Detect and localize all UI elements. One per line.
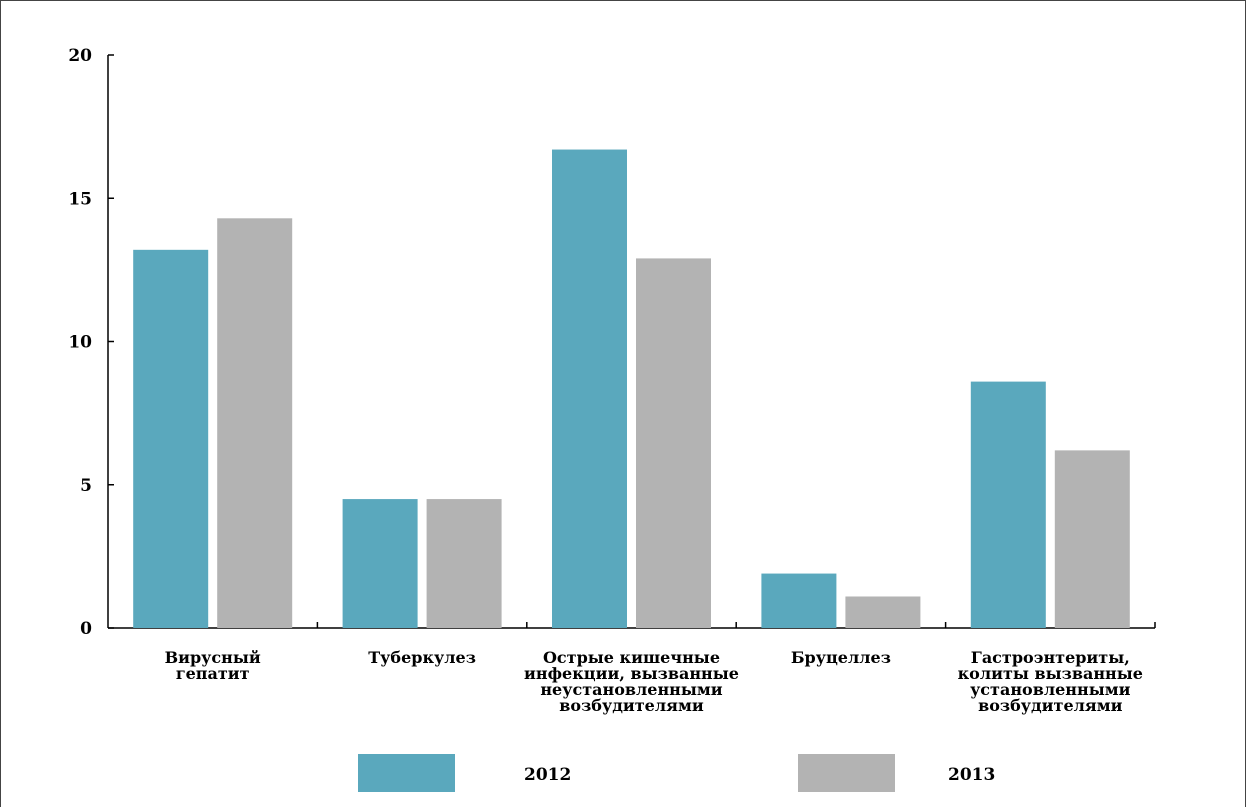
legend-label-2012: 2012	[524, 765, 571, 785]
x-category-label: Туберкулез	[368, 648, 476, 667]
y-tick-labels: 0 5 10 15 20	[68, 46, 92, 639]
legend-swatch-2012	[358, 754, 455, 792]
bar-2012-1	[343, 499, 418, 628]
y-tick-label: 5	[80, 476, 92, 496]
bar-2013-2	[636, 258, 711, 628]
y-tick-label: 10	[68, 333, 92, 353]
y-tick-label: 20	[68, 46, 92, 66]
x-category-label: Бруцеллез	[791, 648, 891, 667]
bar-2012-4	[971, 382, 1046, 628]
bar-2012-3	[761, 574, 836, 628]
bar-2013-1	[427, 499, 502, 628]
bar-2013-3	[845, 596, 920, 628]
x-category-label: гепатит	[176, 664, 250, 683]
legend-label-2013: 2013	[948, 765, 995, 785]
chart-bars	[133, 150, 1130, 628]
bar-2012-2	[552, 150, 627, 628]
y-tick-label: 15	[68, 189, 92, 209]
chart-legend: 2012 2013	[358, 754, 995, 792]
bar-2013-0	[217, 218, 292, 628]
legend-swatch-2013	[798, 754, 895, 792]
bar-2012-0	[133, 250, 208, 628]
y-tick-label: 0	[80, 619, 92, 639]
x-category-label: возбудителями	[978, 696, 1123, 715]
bar-2013-4	[1055, 450, 1130, 628]
x-category-label: возбудителями	[559, 696, 704, 715]
